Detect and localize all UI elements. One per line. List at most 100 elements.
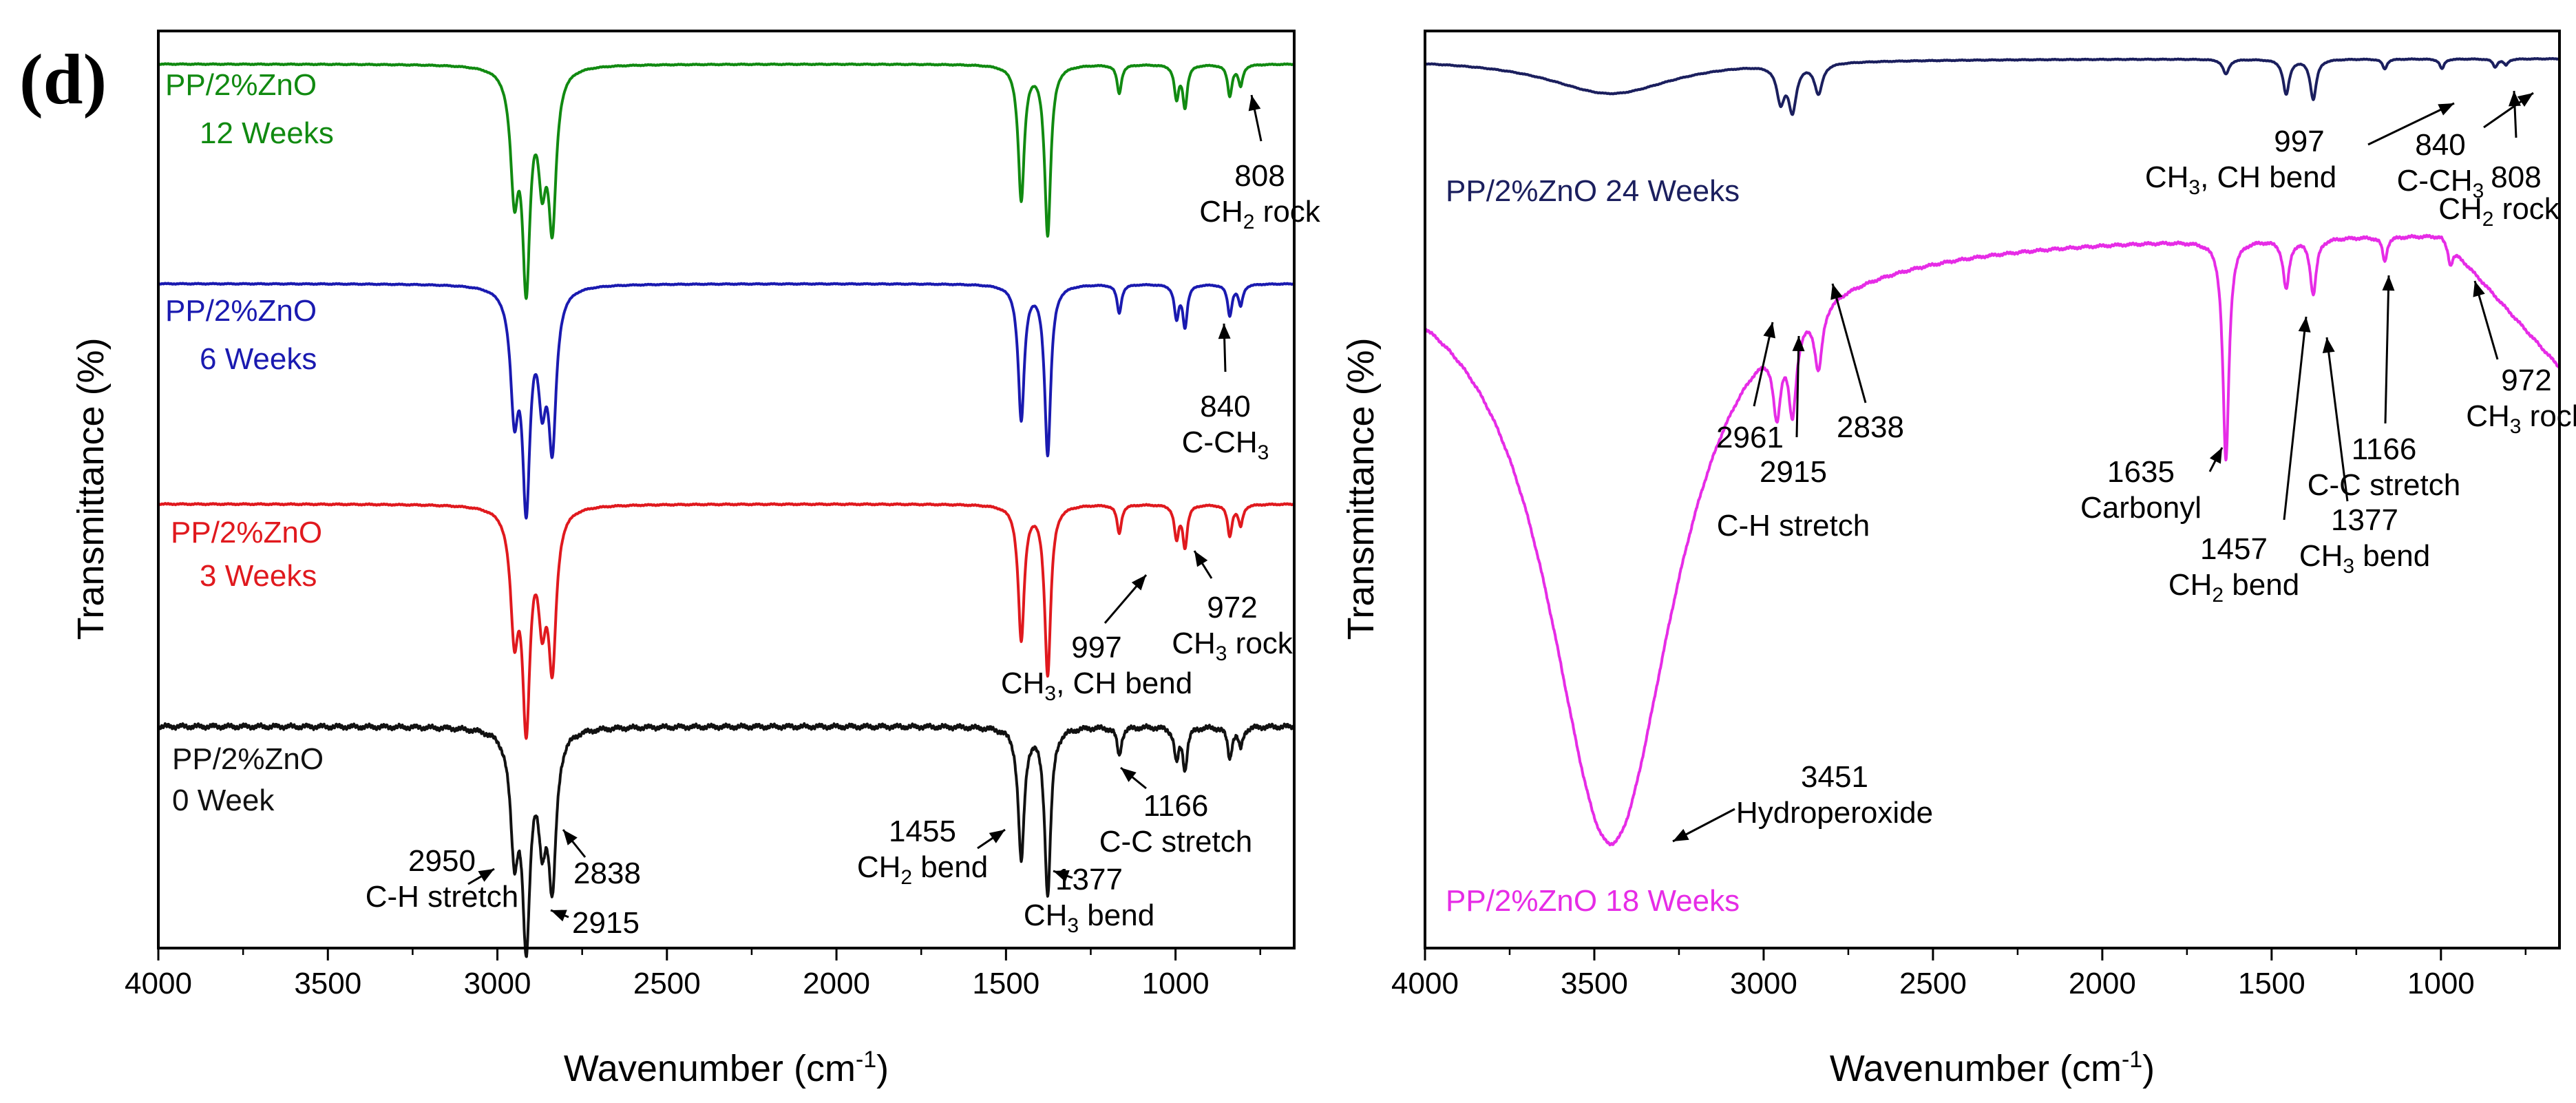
right-annotation-1377-line1: 1377: [2331, 503, 2398, 537]
left-arrowhead-808: [1248, 95, 1261, 112]
right-arrowhead-1377: [2322, 337, 2335, 353]
series-label-3-weeks-line1: PP/2%ZnO: [171, 516, 322, 549]
right-x-tick-label-2500: 2500: [1899, 967, 1967, 1000]
trace-0-week: [157, 722, 1296, 958]
right-x-tick-label-3500: 3500: [1561, 967, 1628, 1000]
right-annotation-840-line1: 840: [2415, 128, 2465, 162]
left-annotation-2915: 2915: [550, 906, 640, 940]
right-arrow-2915: [1795, 335, 1800, 438]
right-arrow-1166: [2384, 275, 2390, 424]
right-x-ticks: 4000 3500 3000 2500 2000 1500 1000: [1391, 948, 2527, 1000]
right-annotation-1377-line2: CH3 bend: [2299, 539, 2430, 578]
left-x-tick-label-2000: 2000: [803, 967, 870, 1000]
left-annotation-1377-line2: CH3 bend: [1024, 899, 1154, 937]
left-annotation-2950-line1: 2950: [408, 844, 476, 878]
left-annotation-997-line2: CH3, CH bend: [1001, 666, 1192, 705]
right-traces: [1424, 56, 2561, 847]
series-label-0-week-line2: 0 Week: [172, 784, 275, 817]
series-label-6-weeks-line1: PP/2%ZnO: [165, 294, 317, 328]
left-x-tick-label-1000: 1000: [1142, 967, 1210, 1000]
right-annotation-840-line2: C-CH3: [2397, 164, 2484, 202]
right-annotation-2838: 2838: [1830, 283, 1904, 444]
right-annotation-997-line1: 997: [2274, 125, 2324, 158]
series-label-24-weeks: PP/2%ZnO 24 Weeks: [1446, 174, 1740, 208]
left-annotation-1377-line1: 1377: [1055, 863, 1123, 896]
right-annotation-972-line1: 972: [2501, 364, 2551, 397]
right-annotation-2915-line2: C-H stretch: [1717, 509, 1870, 543]
right-annotation-1457-line2: CH2 bend: [2168, 568, 2299, 607]
right-annotation-2838-line1: 2838: [1837, 410, 1904, 444]
right-annotation-1457-line1: 1457: [2200, 532, 2268, 566]
right-chart: 4000 3500 3000 2500 2000 1500 1000 PP/2%ZnO 24…: [1340, 30, 2576, 1089]
left-annotation-972-line1: 972: [1207, 591, 1257, 624]
left-annotation-1166-line2: C-C stretch: [1099, 825, 1252, 859]
right-arrowhead-2915: [1792, 336, 1805, 352]
right-arrowhead-808: [2508, 91, 2521, 107]
right-annotation-1635-line1: 1635: [2107, 455, 2175, 489]
left-arrowhead-972: [1194, 551, 1208, 567]
right-arrowhead-1635: [2209, 448, 2222, 464]
left-annotation-1166-line1: 1166: [1143, 789, 1209, 823]
left-arrowhead-2838: [563, 830, 578, 845]
right-series-labels: PP/2%ZnO 24 Weeks PP/2%ZnO 18 Weeks: [1446, 174, 1740, 918]
series-label-3-weeks-line2: 3 Weeks: [200, 559, 317, 593]
left-arrowhead-997: [1131, 575, 1146, 591]
right-annotation-1166-line2: C-C stretch: [2308, 468, 2460, 502]
trace-24-weeks: [1424, 56, 2561, 116]
right-arrow-2838: [1831, 283, 1867, 403]
left-x-tick-label-1500: 1500: [972, 967, 1039, 1000]
right-annotation-1166-line1: 1166: [2352, 432, 2417, 466]
right-annotation-997-line2: CH3, CH bend: [2145, 160, 2336, 199]
series-label-12-weeks-line2: 12 Weeks: [200, 116, 334, 150]
right-arrowhead-997: [2438, 103, 2454, 116]
right-plot-frame: [1424, 30, 2561, 949]
left-annotation-2838-line1: 2838: [573, 857, 641, 890]
left-x-tick-label-2500: 2500: [633, 967, 701, 1000]
left-x-tick-label-4000: 4000: [125, 967, 192, 1000]
panel-label: (d): [19, 40, 107, 119]
right-annotation-2915-line1: 2915: [1760, 455, 1827, 489]
left-annotation-2915-line1: 2915: [572, 906, 640, 940]
left-x-tick-label-3500: 3500: [294, 967, 361, 1000]
left-y-axis-label: Transmittance (%): [70, 337, 112, 640]
trace-12-weeks: [157, 62, 1296, 300]
right-arrowhead-1457: [2298, 317, 2311, 333]
right-x-tick-label-3000: 3000: [1730, 967, 1797, 1000]
right-arrowhead-2838: [1830, 284, 1843, 300]
series-label-18-weeks: PP/2%ZnO 18 Weeks: [1446, 884, 1740, 918]
right-y-axis-label: Transmittance (%): [1340, 337, 1382, 640]
right-arrow-997: [2367, 102, 2455, 146]
right-arrow-1457: [2283, 316, 2308, 521]
right-arrowhead-3451: [1673, 828, 1689, 841]
left-traces: [157, 62, 1296, 958]
left-annotation-1455-line1: 1455: [889, 815, 956, 848]
left-arrowhead-1166: [1121, 768, 1137, 782]
right-x-tick-label-1000: 1000: [2407, 967, 2475, 1000]
left-arrowhead-1377: [1053, 870, 1070, 882]
left-annotation-2950-line2: C-H stretch: [366, 880, 518, 914]
right-annotation-2915: 2915 C-H stretch: [1717, 335, 1870, 543]
right-annotation-808-line1: 808: [2491, 160, 2541, 194]
right-arrowhead-972: [2473, 281, 2485, 297]
right-annotation-2961: 2961: [1716, 322, 1784, 454]
left-annotation-808-line1: 808: [1234, 159, 1285, 193]
right-x-tick-label-1500: 1500: [2238, 967, 2305, 1000]
left-arrowhead-2915: [551, 910, 567, 922]
left-annotation-1455-line2: CH2 bend: [857, 850, 988, 889]
right-annotation-3451-line2: Hydroperoxide: [1736, 796, 1933, 830]
